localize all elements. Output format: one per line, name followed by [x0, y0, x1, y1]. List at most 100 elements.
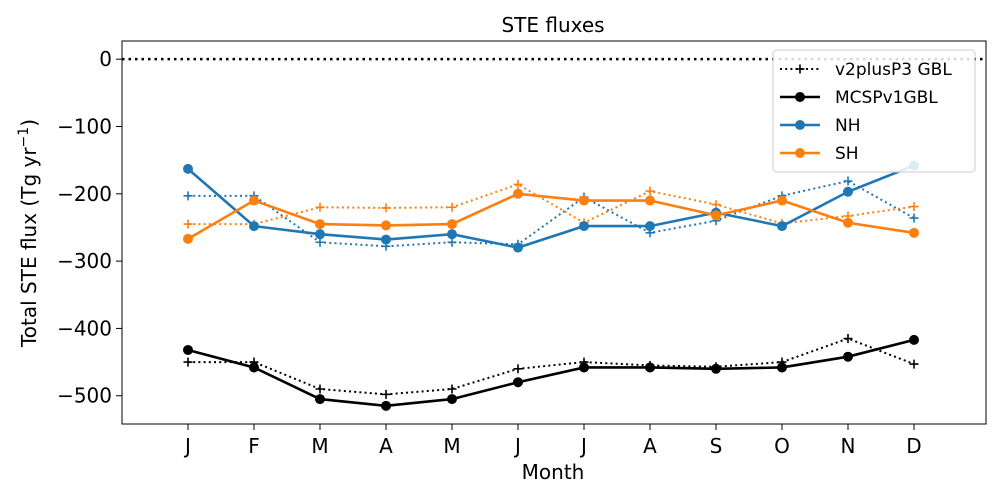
data-point	[513, 242, 523, 253]
y-tick-label: −400	[57, 316, 112, 340]
data-point	[909, 359, 919, 369]
data-point	[777, 195, 787, 206]
data-point	[183, 233, 193, 244]
data-point	[381, 220, 391, 231]
series-sh	[183, 188, 919, 244]
legend-entry: MCSPv1GBL	[780, 88, 938, 108]
series-line	[188, 183, 915, 226]
legend-label: SH	[835, 144, 859, 164]
x-tick-label: N	[841, 434, 856, 458]
legend-label: MCSPv1GBL	[835, 88, 938, 108]
data-point	[315, 202, 325, 212]
data-point	[447, 237, 457, 247]
x-tick-label: A	[643, 434, 657, 458]
x-tick-label: J	[513, 434, 521, 458]
data-point	[315, 229, 325, 240]
x-tick-label: J	[183, 434, 191, 458]
legend-swatch-marker	[795, 120, 805, 130]
y-axis: 0 −100 −200 −300 −400 −500	[57, 47, 122, 408]
data-point	[513, 377, 523, 388]
data-point	[711, 200, 721, 210]
y-axis-label-close: )	[17, 119, 41, 127]
data-point	[843, 334, 853, 344]
data-point	[843, 176, 853, 186]
legend-swatch-marker	[795, 92, 805, 102]
data-point	[711, 210, 721, 221]
y-axis-label: Total STE flux (Tg yr−1)	[16, 119, 41, 348]
data-point	[183, 163, 193, 174]
data-point	[645, 195, 655, 206]
legend-box	[772, 49, 976, 173]
legend-entry: v2plusP3 GBL	[780, 60, 952, 80]
x-tick-label: A	[379, 434, 393, 458]
x-tick-label: M	[443, 434, 460, 458]
legend-swatch-marker	[795, 64, 805, 74]
data-point	[183, 219, 193, 229]
y-axis-label-sup: −1	[16, 127, 32, 148]
data-point	[183, 191, 193, 201]
data-point	[579, 195, 589, 206]
y-tick-label: −500	[57, 384, 112, 408]
data-point	[843, 186, 853, 197]
data-point	[249, 221, 259, 232]
y-tick-label: −100	[57, 114, 112, 138]
data-point	[447, 394, 457, 405]
data-point	[777, 362, 787, 373]
data-point	[645, 221, 655, 232]
x-tick-label: M	[311, 434, 328, 458]
series-layer	[183, 160, 919, 411]
series-nh	[183, 160, 919, 253]
data-point	[513, 188, 523, 199]
x-tick-label: O	[774, 434, 790, 458]
data-point	[843, 351, 853, 362]
series-line	[187, 338, 915, 408]
y-tick-label: 0	[99, 47, 112, 71]
x-tick-label: S	[710, 434, 723, 458]
x-tick-label: J	[579, 434, 587, 458]
data-point	[381, 400, 391, 411]
data-point	[183, 344, 193, 355]
data-point	[447, 202, 457, 212]
data-point	[513, 364, 523, 374]
data-point	[645, 186, 655, 196]
data-point	[381, 203, 391, 213]
data-point	[315, 219, 325, 230]
legend-entry: NH	[780, 116, 861, 136]
data-point	[909, 213, 919, 223]
series-line	[188, 337, 915, 396]
data-point	[909, 227, 919, 238]
data-point	[513, 179, 523, 189]
data-point	[777, 221, 787, 232]
data-point	[381, 389, 391, 399]
data-point	[447, 219, 457, 230]
data-point	[315, 384, 325, 394]
data-point	[381, 234, 391, 245]
series-v2plusp3-gbl	[183, 334, 919, 399]
plot-frame	[121, 40, 987, 425]
data-point	[645, 362, 655, 373]
data-point	[579, 362, 589, 373]
data-point	[249, 362, 259, 373]
y-axis-label-main: Total STE flux (Tg yr	[17, 147, 41, 348]
data-point	[909, 202, 919, 212]
legend-label: v2plusP3 GBL	[835, 60, 952, 80]
legend-swatch-marker	[795, 148, 805, 158]
data-point	[249, 195, 259, 206]
series-mcspv1gbl	[183, 334, 919, 411]
x-tick-label: D	[906, 434, 921, 458]
data-point	[315, 394, 325, 405]
y-tick-label: −200	[57, 182, 112, 206]
data-point	[711, 363, 721, 374]
data-point	[447, 229, 457, 240]
data-point	[447, 384, 457, 394]
legend-label: NH	[835, 116, 861, 136]
legend-entry: SH	[780, 144, 859, 164]
legend: v2plusP3 GBL MCSPv1GBL NH SH	[772, 49, 976, 173]
data-point	[843, 217, 853, 228]
x-tick-label: F	[248, 434, 260, 458]
series-line	[188, 179, 915, 248]
data-point	[315, 237, 325, 247]
series-line	[187, 164, 915, 249]
